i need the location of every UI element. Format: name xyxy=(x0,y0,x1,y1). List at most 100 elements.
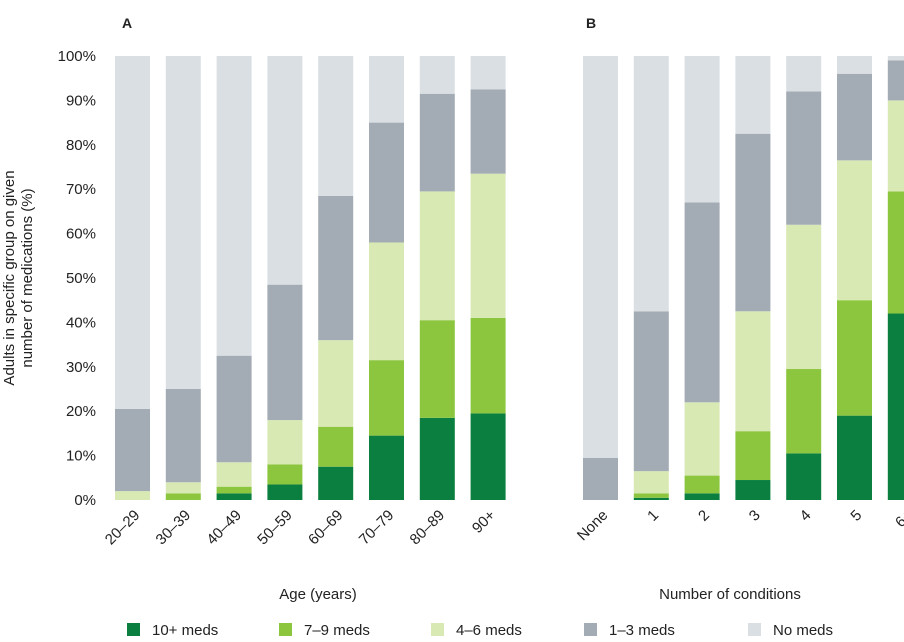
bar-a-30-39-7-9-meds xyxy=(165,493,201,500)
bar-a-70-79-no-meds xyxy=(369,56,404,123)
panel-a-x-ticks: 20–29 30–39 40–49 50–59 60–69 70–79 80–89 90+ xyxy=(102,507,499,549)
panel-b-bars xyxy=(583,56,904,500)
bar-a-50-59-10-meds xyxy=(267,484,303,500)
y-tick-label: 30% xyxy=(66,359,96,376)
bar-a-60-69-1-3-meds xyxy=(318,195,354,341)
bar-b-4-7-9-meds xyxy=(786,369,822,454)
bar-a-80-89-7-9-meds xyxy=(419,320,455,418)
bar-b-2-1-3-meds xyxy=(684,202,720,403)
legend-label-10-meds: 10+ meds xyxy=(152,622,218,639)
bar-b-1-7-9-meds xyxy=(633,493,669,498)
panel-a-label: A xyxy=(122,15,132,31)
bar-b-none-1-3-meds xyxy=(583,457,618,500)
y-tick-label: 40% xyxy=(66,314,96,331)
bar-a-90-7-9-meds xyxy=(470,317,506,414)
bar-a-40-49-no-meds xyxy=(216,56,252,356)
y-axis-title: Adults in specific group on given number… xyxy=(1,170,36,385)
bar-a-40-49-1-3-meds xyxy=(216,355,252,463)
x-tick-label: 40–49 xyxy=(203,507,245,549)
bar-b-1-1-3-meds xyxy=(633,311,669,472)
y-tick-label: 20% xyxy=(66,403,96,420)
bar-a-50-59-7-9-meds xyxy=(267,464,303,485)
bar-a-70-79-10-meds xyxy=(369,435,404,500)
legend-swatch-no-meds xyxy=(748,623,761,636)
bar-b-4-4-6-meds xyxy=(786,224,822,370)
y-tick-label: 50% xyxy=(66,270,96,287)
bar-b-2-10-meds xyxy=(684,493,720,500)
bar-a-60-69-7-9-meds xyxy=(318,426,354,467)
bar-a-80-89-no-meds xyxy=(419,56,455,94)
bar-b-2-4-6-meds xyxy=(684,402,720,476)
legend: 10+ meds 7–9 meds 4–6 meds 1–3 meds No meds xyxy=(127,622,833,639)
bar-a-50-59-4-6-meds xyxy=(267,420,303,465)
bar-a-20-29-1-3-meds xyxy=(115,408,150,492)
legend-label-no-meds: No meds xyxy=(773,622,833,639)
bar-a-80-89-4-6-meds xyxy=(419,191,455,321)
bar-b-5-1-3-meds xyxy=(837,73,872,161)
y-axis-title-line-2: number of medications (%) xyxy=(19,188,36,367)
bar-a-30-39-4-6-meds xyxy=(165,482,201,494)
bar-a-40-49-4-6-meds xyxy=(216,462,252,487)
bar-b-1-10-meds xyxy=(633,497,669,500)
bar-b-5-no-meds xyxy=(837,56,872,74)
y-tick-label: 10% xyxy=(66,448,96,465)
legend-label-1-3-meds: 1–3 meds xyxy=(609,622,675,639)
legend-swatch-7-9-meds xyxy=(279,623,292,636)
bar-a-60-69-no-meds xyxy=(318,56,354,196)
bar-b-1-no-meds xyxy=(633,56,669,312)
bar-a-80-89-1-3-meds xyxy=(419,93,455,192)
bar-b-5-10-meds xyxy=(837,415,872,500)
y-axis-title-line-1: Adults in specific group on given xyxy=(1,170,18,385)
bar-b-6-10-meds xyxy=(887,313,904,500)
bar-a-50-59-no-meds xyxy=(267,56,303,285)
bar-b-3-4-6-meds xyxy=(735,311,771,432)
y-tick-label: 90% xyxy=(66,92,96,109)
legend-label-7-9-meds: 7–9 meds xyxy=(304,622,370,639)
bar-a-20-29-no-meds xyxy=(115,56,150,409)
x-tick-label: 2 xyxy=(695,507,713,525)
x-tick-label: 3 xyxy=(746,507,764,525)
bar-b-3-1-3-meds xyxy=(735,133,771,312)
y-axis-ticks: 0% 10% 20% 30% 40% 50% 60% 70% 80% 90% 100% xyxy=(58,48,96,509)
bar-a-90-4-6-meds xyxy=(470,173,506,318)
y-tick-label: 80% xyxy=(66,137,96,154)
bar-b-6-no-meds xyxy=(887,56,904,61)
bar-b-6-7-9-meds xyxy=(887,191,904,314)
y-tick-label: 60% xyxy=(66,226,96,243)
bar-b-none-no-meds xyxy=(583,56,618,458)
bar-a-90-10-meds xyxy=(470,413,506,500)
bar-a-90-no-meds xyxy=(470,56,506,90)
x-tick-label: 1 xyxy=(644,507,662,525)
bar-a-70-79-1-3-meds xyxy=(369,122,404,243)
bar-b-6-4-6-meds xyxy=(887,100,904,192)
bar-a-60-69-4-6-meds xyxy=(318,340,354,427)
bar-b-3-10-meds xyxy=(735,480,771,500)
x-tick-label: 60–69 xyxy=(305,507,347,549)
bar-a-30-39-no-meds xyxy=(165,56,201,389)
panel-b-x-axis-title: Number of conditions xyxy=(659,586,801,603)
x-tick-label: 30–39 xyxy=(153,507,195,549)
bar-a-70-79-7-9-meds xyxy=(369,360,404,436)
bar-a-70-79-4-6-meds xyxy=(369,242,404,361)
x-tick-label: None xyxy=(574,507,611,544)
legend-swatch-1-3-meds xyxy=(584,623,597,636)
bar-a-20-29-4-6-meds xyxy=(115,491,150,500)
bar-a-40-49-10-meds xyxy=(216,493,252,500)
x-tick-label: 4 xyxy=(797,507,815,525)
bar-b-5-4-6-meds xyxy=(837,160,872,301)
bar-a-90-1-3-meds xyxy=(470,89,506,174)
bar-a-80-89-10-meds xyxy=(419,417,455,500)
legend-label-4-6-meds: 4–6 meds xyxy=(456,622,522,639)
panel-b: B None 1 2 3 4 5 6+ Number of conditions xyxy=(574,15,904,603)
bar-b-4-1-3-meds xyxy=(786,91,822,225)
bar-b-4-no-meds xyxy=(786,56,822,92)
y-tick-label: 0% xyxy=(74,492,96,509)
bar-b-3-no-meds xyxy=(735,56,771,134)
legend-swatch-10-meds xyxy=(127,623,140,636)
bar-b-3-7-9-meds xyxy=(735,431,771,481)
x-tick-label: 5 xyxy=(847,507,865,525)
bar-b-1-4-6-meds xyxy=(633,471,669,494)
bar-a-60-69-10-meds xyxy=(318,466,354,500)
bar-a-30-39-1-3-meds xyxy=(165,389,201,483)
